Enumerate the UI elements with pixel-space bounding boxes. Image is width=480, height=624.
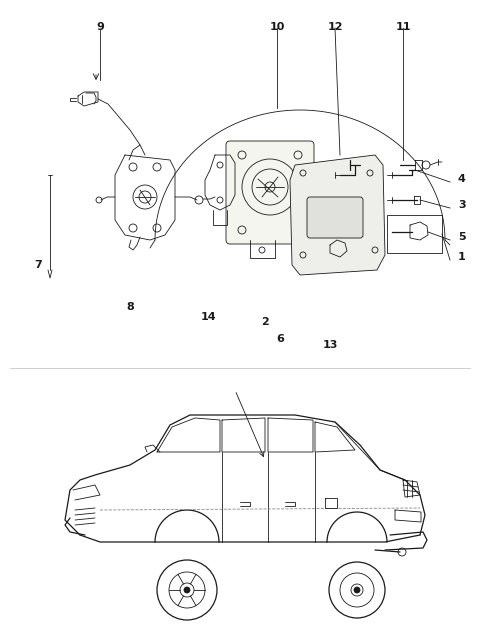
FancyBboxPatch shape: [307, 197, 363, 238]
Text: 3: 3: [458, 200, 466, 210]
FancyBboxPatch shape: [226, 141, 314, 244]
Text: 14: 14: [200, 312, 216, 322]
Bar: [387, 215, 442, 253]
Text: 9: 9: [96, 22, 104, 32]
Text: 10: 10: [269, 22, 285, 32]
Text: 5: 5: [458, 232, 466, 242]
Text: 4: 4: [458, 174, 466, 184]
Text: 7: 7: [34, 260, 42, 270]
Text: 13: 13: [322, 340, 338, 350]
Text: 11: 11: [395, 22, 411, 32]
Text: 6: 6: [276, 334, 284, 344]
Text: 1: 1: [458, 252, 466, 262]
Circle shape: [354, 587, 360, 593]
Text: 12: 12: [327, 22, 343, 32]
Text: 8: 8: [126, 302, 134, 312]
Text: 2: 2: [261, 317, 269, 327]
Circle shape: [184, 587, 190, 593]
Polygon shape: [290, 155, 385, 275]
